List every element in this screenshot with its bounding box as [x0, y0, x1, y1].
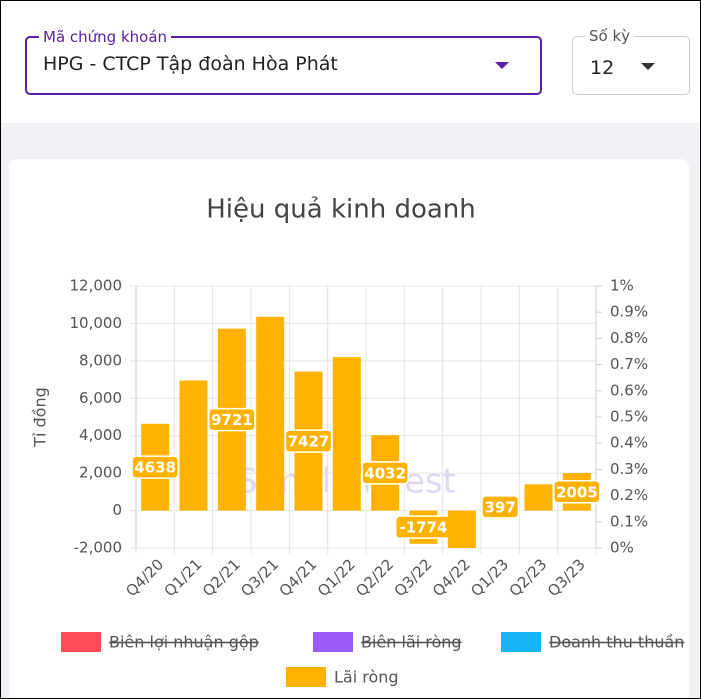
y-tick-label: 2,000	[79, 464, 122, 482]
y2-tick-label: 0.4%	[610, 434, 648, 452]
x-tick-label: Q1/21	[161, 555, 206, 600]
legend-swatch	[286, 667, 326, 687]
legend-swatch	[313, 632, 353, 652]
y2-tick-label: 0.8%	[610, 329, 648, 347]
field-label: Số kỳ	[585, 27, 635, 45]
y-tick-label: 0	[112, 501, 122, 519]
y2-tick-label: 0.1%	[610, 512, 648, 530]
value-label: 4032	[364, 464, 406, 482]
x-tick-label: Q2/21	[199, 555, 244, 600]
y-axis-label: Tỉ đồng	[31, 387, 50, 448]
field-value: 12	[590, 57, 615, 79]
y-tick-label: -2,000	[74, 539, 122, 557]
y2-tick-label: 0.9%	[610, 303, 648, 321]
stock-select[interactable]: Mã chứng khoán HPG - CTCP Tập đoàn Hòa P…	[25, 28, 542, 95]
y2-tick-label: 0.3%	[610, 460, 648, 478]
value-label-box	[481, 495, 520, 519]
y-tick-label: 8,000	[79, 351, 122, 369]
x-tick-label: Q3/21	[237, 555, 282, 600]
y2-tick-label: 0.5%	[610, 408, 648, 426]
dropdown-arrow	[495, 62, 509, 69]
legend-swatch	[61, 632, 101, 652]
y-tick-label: 12,000	[70, 277, 123, 295]
x-tick-label: Q3/23	[544, 555, 589, 600]
bar	[332, 357, 361, 511]
bar	[256, 316, 285, 511]
y2-tick-label: 0%	[610, 539, 634, 557]
legend-label: Doanh thu thuần	[549, 633, 684, 652]
chart-title: Hiệu quả kinh doanh	[206, 195, 476, 225]
x-tick-label: Q2/22	[352, 555, 397, 600]
field-label: Mã chứng khoán	[39, 28, 172, 46]
period-select[interactable]: Số kỳ 12	[572, 27, 690, 95]
value-label-box	[361, 461, 409, 485]
x-tick-label: Q1/23	[467, 555, 512, 600]
x-tick-label: Q2/23	[506, 555, 551, 600]
dropdown-arrow	[641, 63, 655, 70]
value-label: -1774	[400, 519, 448, 537]
x-tick-label: Q4/22	[429, 555, 474, 600]
value-label: 397	[485, 498, 516, 516]
value-label-box	[131, 455, 179, 479]
x-tick-label: Q4/20	[122, 555, 167, 600]
y-tick-label: 4,000	[79, 426, 122, 444]
x-tick-label: Q3/22	[391, 555, 436, 600]
y2-tick-label: 0.6%	[610, 381, 648, 399]
value-label: 2005	[556, 483, 598, 501]
value-label-box	[208, 407, 256, 432]
field-value: HPG - CTCP Tập đoàn Hòa Phát	[43, 53, 338, 75]
bar	[447, 510, 476, 548]
value-label: 9721	[211, 411, 253, 429]
legend-label: Lãi ròng	[334, 668, 399, 687]
value-label-box	[284, 429, 333, 453]
x-tick-label: Q4/21	[276, 555, 321, 600]
toolbar: Mã chứng khoán HPG - CTCP Tập đoàn Hòa P…	[1, 1, 700, 123]
legend-label: Biên lãi ròng	[361, 633, 462, 652]
y2-tick-label: 0.2%	[610, 486, 648, 504]
legend-label: Biên lợi nhuận gộp	[109, 633, 259, 652]
y-tick-label: 6,000	[79, 389, 122, 407]
value-label-box	[553, 480, 601, 504]
value-label: 4638	[134, 459, 176, 477]
y-tick-label: 10,000	[70, 314, 123, 332]
y2-tick-label: 1%	[610, 277, 634, 295]
value-label: 7427	[288, 433, 330, 451]
legend-swatch	[501, 632, 541, 652]
bar	[524, 484, 553, 511]
bar	[179, 380, 208, 511]
x-tick-label: Q1/22	[314, 555, 359, 600]
y2-tick-label: 0.7%	[610, 355, 648, 373]
